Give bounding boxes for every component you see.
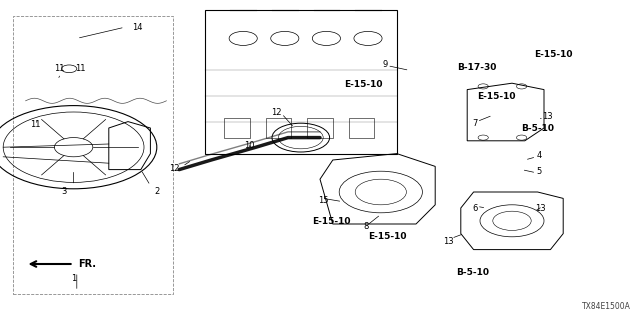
Text: 4: 4 bbox=[536, 151, 541, 160]
Text: 9: 9 bbox=[383, 60, 388, 68]
Bar bbox=[224, 118, 250, 138]
Text: B-5-10: B-5-10 bbox=[521, 124, 554, 132]
Text: 12: 12 bbox=[271, 108, 282, 116]
Text: E-15-10: E-15-10 bbox=[312, 217, 351, 226]
Text: 6: 6 bbox=[472, 204, 477, 212]
Text: E-15-10: E-15-10 bbox=[344, 80, 383, 89]
Bar bbox=[266, 118, 291, 138]
Text: TX84E1500A: TX84E1500A bbox=[582, 302, 630, 311]
Text: 8: 8 bbox=[364, 222, 369, 231]
Text: 13: 13 bbox=[536, 204, 546, 212]
Text: 13: 13 bbox=[443, 237, 453, 246]
Text: 11: 11 bbox=[54, 64, 65, 73]
Text: 1: 1 bbox=[71, 274, 76, 283]
Text: 11: 11 bbox=[30, 120, 40, 129]
Text: 15: 15 bbox=[318, 196, 328, 204]
Text: 11: 11 bbox=[75, 64, 85, 73]
Text: 2: 2 bbox=[154, 188, 159, 196]
Text: B-17-30: B-17-30 bbox=[457, 63, 497, 72]
Text: FR.: FR. bbox=[78, 259, 96, 269]
Text: 13: 13 bbox=[542, 112, 552, 121]
Text: 3: 3 bbox=[61, 188, 67, 196]
Text: E-15-10: E-15-10 bbox=[477, 92, 515, 100]
Text: E-15-10: E-15-10 bbox=[368, 232, 406, 241]
Text: 5: 5 bbox=[536, 167, 541, 176]
Text: 7: 7 bbox=[472, 119, 477, 128]
Text: 12: 12 bbox=[169, 164, 179, 172]
Text: B-5-10: B-5-10 bbox=[456, 268, 489, 277]
Text: 14: 14 bbox=[132, 23, 143, 32]
Bar bbox=[349, 118, 374, 138]
Text: 10: 10 bbox=[244, 141, 255, 150]
Text: E-15-10: E-15-10 bbox=[534, 50, 573, 59]
Bar bbox=[307, 118, 333, 138]
